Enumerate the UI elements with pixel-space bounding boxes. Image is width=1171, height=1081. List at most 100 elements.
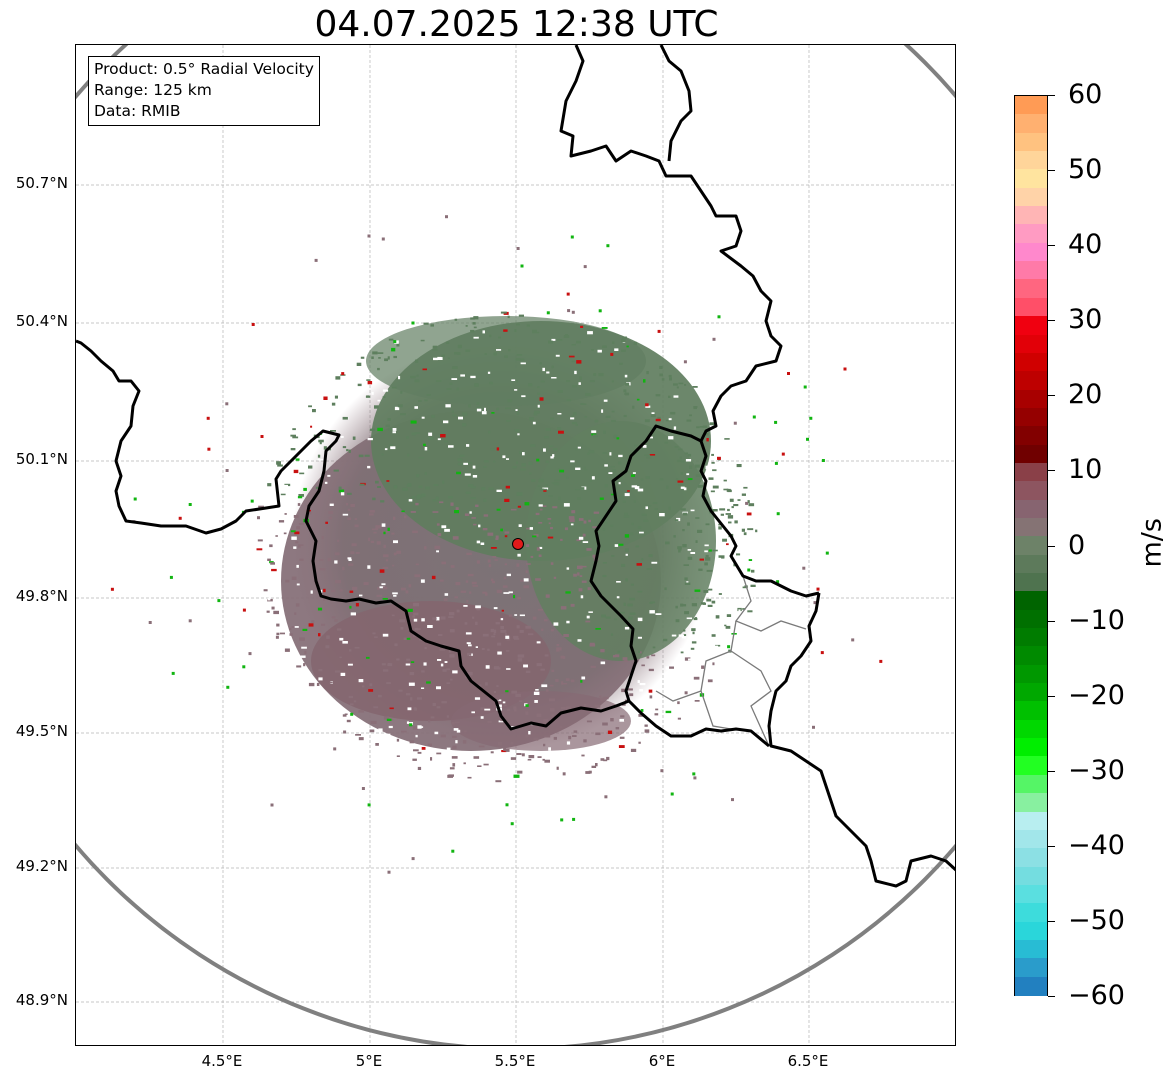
echo-speckle xyxy=(669,377,672,381)
echo-speckle xyxy=(321,536,324,540)
echo-speckle xyxy=(242,608,246,612)
echo-speckle xyxy=(267,597,271,601)
echo-speckle xyxy=(562,683,567,685)
echo-speckle xyxy=(420,579,425,583)
echo-speckle xyxy=(497,642,502,646)
echo-speckle xyxy=(319,559,324,561)
info-data-source: Data: RMIB xyxy=(94,102,181,120)
echo-speckle xyxy=(630,532,634,536)
echo-speckle xyxy=(456,387,460,391)
echo-speckle xyxy=(391,532,395,535)
echo-speckle xyxy=(487,371,491,374)
echo-speckle xyxy=(275,620,280,622)
colorbar-band xyxy=(1015,609,1047,629)
echo-speckle xyxy=(602,696,609,700)
echo-speckle xyxy=(573,412,577,416)
echo-speckle xyxy=(468,644,472,647)
echo-speckle xyxy=(566,399,572,402)
echo-speckle xyxy=(490,547,497,549)
echo-speckle xyxy=(379,569,385,573)
echo-speckle xyxy=(741,594,745,597)
echo-speckle xyxy=(466,444,470,447)
echo-speckle xyxy=(358,454,364,458)
echo-speckle xyxy=(500,629,507,633)
echo-speckle xyxy=(504,355,508,358)
echo-speckle xyxy=(423,662,427,666)
echo-speckle xyxy=(536,458,540,462)
echo-speckle xyxy=(513,706,517,710)
echo-speckle xyxy=(541,505,547,507)
lat-label: 50.4°N xyxy=(15,312,68,330)
echo-speckle xyxy=(519,451,522,454)
echo-speckle xyxy=(571,343,576,346)
echo-speckle xyxy=(712,469,717,472)
echo-speckle xyxy=(551,714,554,718)
echo-speckle xyxy=(308,623,314,627)
echo-speckle xyxy=(264,480,271,483)
echo-speckle xyxy=(692,772,696,776)
echo-speckle xyxy=(359,594,363,597)
echo-speckle xyxy=(394,406,400,411)
echo-speckle xyxy=(515,693,521,697)
echo-speckle xyxy=(340,492,345,496)
echo-speckle xyxy=(593,434,598,438)
echo-speckle xyxy=(618,482,621,485)
echo-speckle xyxy=(329,681,333,684)
colorbar-band xyxy=(1015,187,1047,207)
echo-speckle xyxy=(516,380,519,383)
echo-speckle xyxy=(581,580,587,583)
echo-speckle xyxy=(400,390,403,394)
echo-speckle xyxy=(687,556,693,560)
echo-speckle xyxy=(539,488,545,491)
colorbar-band xyxy=(1015,426,1047,446)
echo-speckle xyxy=(491,580,495,584)
echo-speckle xyxy=(534,700,538,703)
colorbar-tick-label: 0 xyxy=(1068,529,1086,561)
echo-speckle xyxy=(687,478,693,480)
echo-speckle xyxy=(536,663,542,667)
echo-speckle xyxy=(553,576,557,579)
echo-speckle xyxy=(432,702,436,707)
echo-speckle xyxy=(712,337,716,341)
echo-speckle xyxy=(537,392,541,395)
echo-speckle xyxy=(600,697,606,702)
echo-speckle xyxy=(302,628,308,631)
echo-speckle xyxy=(529,527,533,530)
echo-speckle xyxy=(525,670,531,673)
echo-speckle xyxy=(354,646,360,649)
echo-speckle xyxy=(384,358,388,362)
echo-speckle xyxy=(664,441,669,444)
echo-speckle xyxy=(417,400,422,402)
echo-speckle xyxy=(671,634,677,637)
echo-speckle xyxy=(704,544,709,547)
echo-speckle xyxy=(705,523,710,526)
echo-speckle xyxy=(528,633,534,636)
echo-speckle xyxy=(706,569,713,572)
echo-speckle xyxy=(548,522,551,525)
echo-speckle xyxy=(383,554,389,558)
echo-speckle xyxy=(629,693,634,697)
echo-speckle xyxy=(538,478,544,483)
echo-speckle xyxy=(623,602,626,606)
echo-speckle xyxy=(508,591,513,594)
echo-speckle xyxy=(481,648,485,650)
echo-speckle xyxy=(467,671,473,676)
echo-speckle xyxy=(470,375,476,379)
echo-speckle xyxy=(496,489,502,492)
echo-speckle xyxy=(376,541,381,545)
echo-speckle xyxy=(441,354,445,358)
echo-speckle xyxy=(487,532,494,536)
echo-speckle xyxy=(463,762,466,765)
echo-speckle xyxy=(371,391,374,395)
echo-speckle xyxy=(448,496,454,499)
echo-speckle xyxy=(516,625,520,629)
echo-speckle xyxy=(492,556,497,558)
colorbar-tick-mark xyxy=(1048,620,1055,622)
echo-speckle xyxy=(350,612,356,616)
echo-speckle xyxy=(526,527,531,530)
echo-speckle xyxy=(511,379,516,381)
echo-speckle xyxy=(806,437,809,441)
echo-speckle xyxy=(416,374,419,377)
echo-speckle xyxy=(289,627,292,630)
echo-speckle xyxy=(490,628,494,633)
